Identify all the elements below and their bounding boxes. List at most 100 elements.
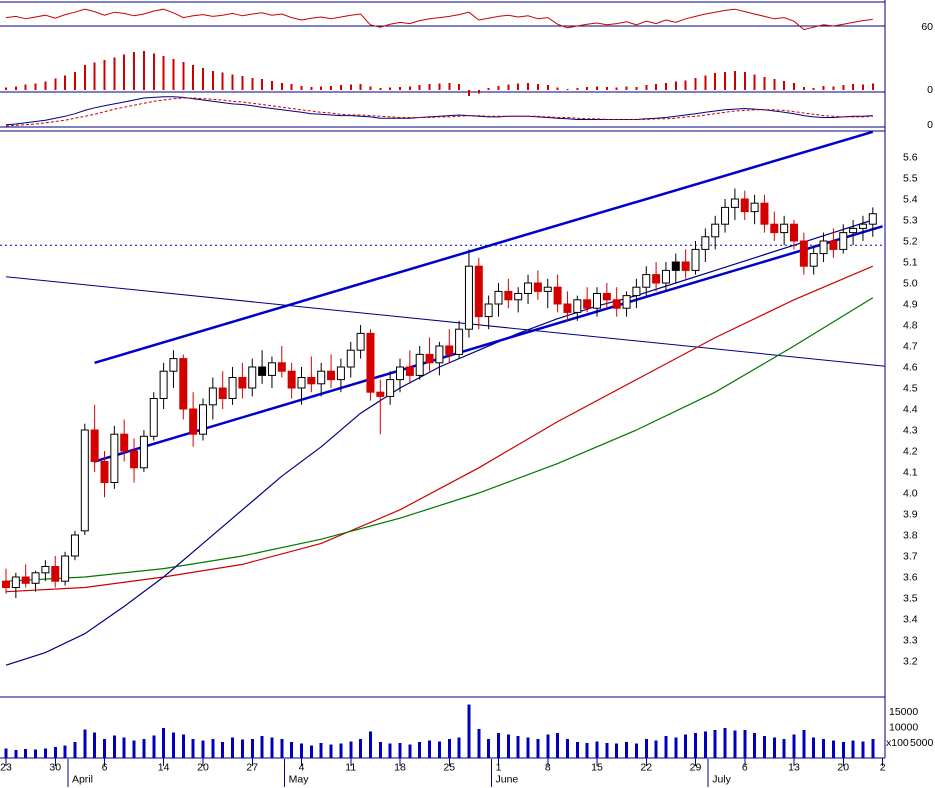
histogram-bar bbox=[359, 84, 362, 90]
date-tick-label: 2 bbox=[880, 762, 886, 774]
histogram-bar bbox=[192, 64, 195, 90]
candle-body bbox=[297, 377, 306, 389]
candle-body bbox=[120, 433, 129, 452]
volume-bar bbox=[831, 740, 835, 758]
volume-axis-label: 5000 bbox=[910, 737, 934, 749]
candle-body bbox=[780, 223, 789, 234]
volume-bar bbox=[142, 738, 146, 758]
candle-body bbox=[464, 265, 473, 330]
candle-body bbox=[425, 353, 434, 364]
volume-bar bbox=[595, 741, 599, 758]
histogram-bar bbox=[438, 83, 441, 90]
volume-bar bbox=[359, 739, 363, 758]
candle-body bbox=[543, 286, 552, 292]
date-tick-label: 20 bbox=[837, 762, 849, 774]
candle-body bbox=[790, 223, 798, 242]
volume-bar bbox=[53, 746, 57, 758]
candle-body bbox=[405, 366, 414, 376]
oscillator-level-label: 60 bbox=[921, 21, 933, 33]
candle-body bbox=[730, 198, 739, 208]
volume-bar bbox=[191, 739, 195, 758]
histogram-bar bbox=[349, 84, 352, 90]
volume-bar bbox=[270, 737, 274, 758]
histogram-bar bbox=[133, 52, 136, 90]
histogram-bar bbox=[123, 54, 126, 90]
candle-body bbox=[868, 213, 877, 225]
volume-bar bbox=[339, 743, 343, 758]
histogram-bar bbox=[211, 70, 214, 90]
volume-bar bbox=[851, 740, 855, 758]
candle-body bbox=[839, 232, 848, 250]
histogram-bar bbox=[93, 62, 96, 90]
candle-body bbox=[228, 377, 237, 399]
volume-bar bbox=[378, 742, 382, 758]
histogram-bar bbox=[270, 81, 273, 90]
candle-body bbox=[267, 362, 276, 376]
price-axis-label: 4.8 bbox=[903, 320, 918, 332]
histogram-bar bbox=[448, 82, 451, 90]
candle-body bbox=[248, 366, 257, 389]
price-axis-label: 3.8 bbox=[903, 530, 918, 542]
histogram-bar bbox=[596, 86, 598, 90]
date-tick-label: 6 bbox=[742, 762, 748, 774]
histogram-bar bbox=[389, 87, 392, 90]
volume-bar bbox=[162, 728, 166, 758]
candle-body bbox=[189, 408, 198, 435]
volume-bar bbox=[506, 734, 510, 758]
price-axis-label: 5.4 bbox=[903, 194, 918, 206]
histogram-bar bbox=[576, 88, 579, 90]
candle-body bbox=[61, 555, 70, 582]
histogram-bar bbox=[842, 85, 845, 90]
volume-bar bbox=[14, 749, 18, 758]
histogram-bar bbox=[5, 87, 7, 90]
volume-bar bbox=[349, 741, 353, 758]
candle-body bbox=[139, 435, 148, 469]
volume-bar bbox=[73, 741, 77, 758]
candle-body bbox=[80, 429, 89, 532]
histogram-bar bbox=[231, 74, 234, 90]
price-axis-label: 3.9 bbox=[903, 509, 918, 521]
volume-bar bbox=[664, 735, 668, 758]
volume-bar bbox=[605, 742, 609, 758]
date-tick-label: 1 bbox=[496, 762, 502, 774]
volume-bar bbox=[181, 734, 185, 758]
date-tick-label: 15 bbox=[591, 762, 603, 774]
histogram-bar bbox=[527, 82, 530, 90]
volume-bar bbox=[437, 741, 441, 758]
price-axis-label: 4.0 bbox=[903, 488, 918, 500]
candle-body bbox=[159, 370, 168, 400]
histogram-bar bbox=[477, 90, 480, 94]
volume-bar bbox=[43, 748, 47, 758]
downtrend-line bbox=[5, 276, 885, 367]
candle-body bbox=[583, 299, 592, 309]
candle-body bbox=[474, 265, 483, 318]
volume-bar bbox=[841, 742, 845, 758]
candle-body bbox=[356, 332, 365, 351]
moving-average-blue bbox=[5, 219, 873, 666]
histogram-bar bbox=[221, 72, 224, 90]
volume-bar bbox=[871, 739, 875, 758]
histogram-bar bbox=[861, 84, 864, 90]
volume-bar bbox=[93, 732, 97, 758]
histogram-bar bbox=[24, 84, 27, 90]
price-axis-label: 3.2 bbox=[903, 656, 918, 668]
histogram-bar bbox=[536, 84, 539, 90]
candle-body bbox=[386, 379, 395, 397]
candle-body bbox=[51, 566, 60, 582]
histogram-bar bbox=[694, 78, 697, 90]
histogram-zero-label: 0 bbox=[927, 84, 933, 96]
candle-body bbox=[169, 358, 178, 372]
volume-bar bbox=[231, 737, 235, 758]
histogram-bar bbox=[142, 51, 145, 90]
price-axis-label: 4.2 bbox=[903, 446, 918, 458]
date-tick-label: 18 bbox=[394, 762, 406, 774]
volume-bar bbox=[556, 732, 560, 758]
histogram-bar bbox=[487, 88, 490, 90]
volume-bar bbox=[674, 737, 678, 758]
volume-unit-label: x100 bbox=[886, 737, 909, 749]
volume-bar bbox=[260, 735, 264, 758]
histogram-bar bbox=[517, 83, 520, 90]
volume-bar bbox=[171, 732, 175, 758]
candle-body bbox=[691, 248, 700, 271]
candle-body bbox=[258, 366, 267, 376]
